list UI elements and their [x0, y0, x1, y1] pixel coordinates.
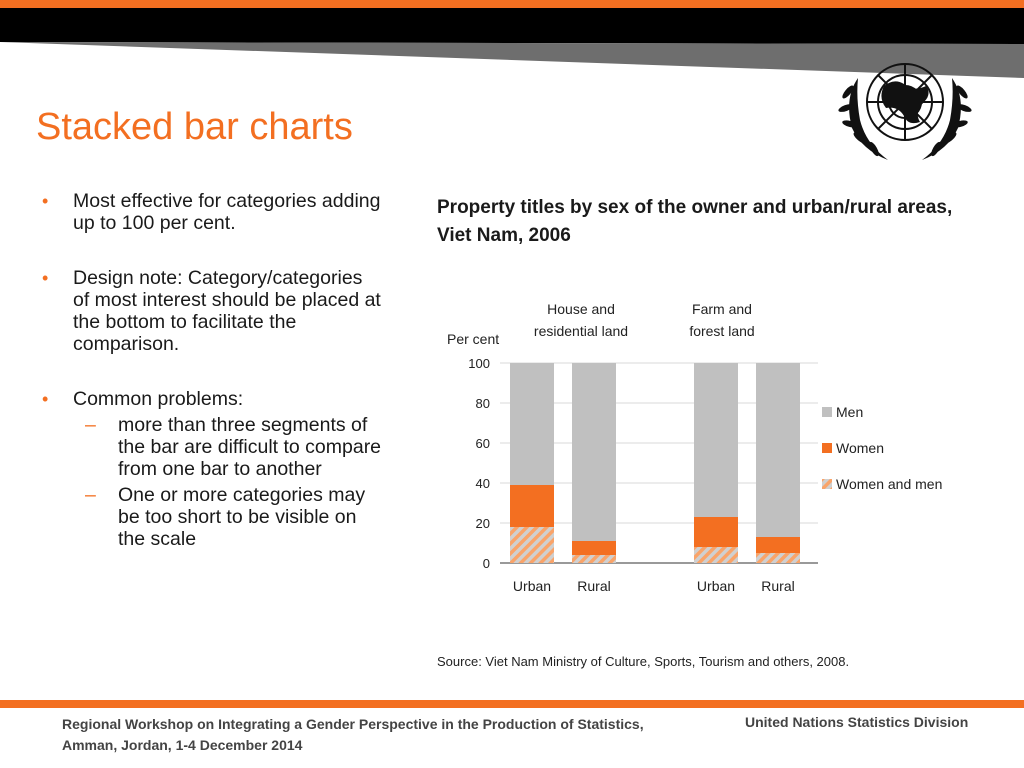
legend-swatch — [822, 479, 832, 489]
chart-source: Source: Viet Nam Ministry of Culture, Sp… — [437, 654, 850, 669]
group-label: forest land — [689, 323, 754, 339]
bar-segment-women-and-men — [756, 553, 800, 563]
bar-segment-men — [694, 363, 738, 517]
bullet-item: • Design note: Category/categories of mo… — [42, 267, 382, 355]
bar-segment-men — [572, 363, 616, 541]
bullet-text: Design note: Category/categories of most… — [73, 267, 381, 355]
y-tick-label: 40 — [476, 476, 490, 491]
bar-segment-men — [510, 363, 554, 485]
legend-swatch — [822, 407, 832, 417]
footer-organization: United Nations Statistics Division — [745, 714, 969, 730]
group-label: House and — [547, 301, 615, 317]
x-tick-label: Urban — [697, 578, 735, 594]
y-tick-label: 80 — [476, 396, 490, 411]
bullet-text: Most effective for categories adding up … — [73, 190, 381, 234]
x-tick-label: Urban — [513, 578, 551, 594]
sub-bullet-text: One or more categories may be too short … — [118, 484, 366, 550]
bar-segment-women-and-men — [510, 527, 554, 563]
bar-segment-women-and-men — [572, 555, 616, 563]
group-label: residential land — [534, 323, 628, 339]
x-tick-label: Rural — [577, 578, 610, 594]
legend-swatch — [822, 443, 832, 453]
legend-label: Women and men — [836, 476, 942, 492]
bar-segment-women — [694, 517, 738, 547]
stacked-bar-chart: 0 20 40 60 80 100 Per cent House and residential… — [447, 301, 942, 594]
dash-icon: – — [85, 484, 96, 506]
y-tick-label: 60 — [476, 436, 490, 451]
dash-icon: – — [85, 414, 96, 436]
y-axis-label: Per cent — [447, 331, 499, 347]
sub-bullet-text: more than three segments of the bar are … — [118, 414, 382, 480]
un-emblem-icon — [838, 63, 972, 160]
x-tick-label: Rural — [761, 578, 794, 594]
bar-segment-men — [756, 363, 800, 537]
bullet-item: • Most effective for categories adding u… — [42, 190, 382, 234]
legend-label: Men — [836, 404, 863, 420]
header-band — [0, 8, 1024, 78]
bullet-dot-icon: • — [42, 268, 49, 288]
sub-bullet-item: – One or more categories may be too shor… — [73, 484, 382, 550]
bullet-dot-icon: • — [42, 389, 49, 409]
y-tick-label: 100 — [468, 356, 490, 371]
chart-title: Property titles by sex of the owner and … — [437, 197, 953, 246]
bullet-text: Common problems: — [73, 388, 244, 410]
bullet-item: • Common problems: – more than three seg… — [42, 388, 382, 550]
bullet-dot-icon: • — [42, 191, 49, 211]
slide-title: Stacked bar charts — [36, 106, 353, 148]
bar-segment-women — [756, 537, 800, 553]
bar-segment-women — [510, 485, 554, 527]
footer-event: Regional Workshop on Integrating a Gende… — [62, 716, 644, 753]
bar-segment-women-and-men — [694, 547, 738, 563]
y-tick-label: 20 — [476, 516, 490, 531]
sub-bullet-item: – more than three segments of the bar ar… — [73, 414, 382, 480]
group-label: Farm and — [692, 301, 752, 317]
bullet-list: • Most effective for categories adding u… — [42, 190, 382, 583]
bottom-accent-bar — [0, 700, 1024, 708]
top-accent-bar — [0, 0, 1024, 8]
legend-label: Women — [836, 440, 884, 456]
y-tick-label: 0 — [483, 556, 490, 571]
bar-segment-women — [572, 541, 616, 555]
